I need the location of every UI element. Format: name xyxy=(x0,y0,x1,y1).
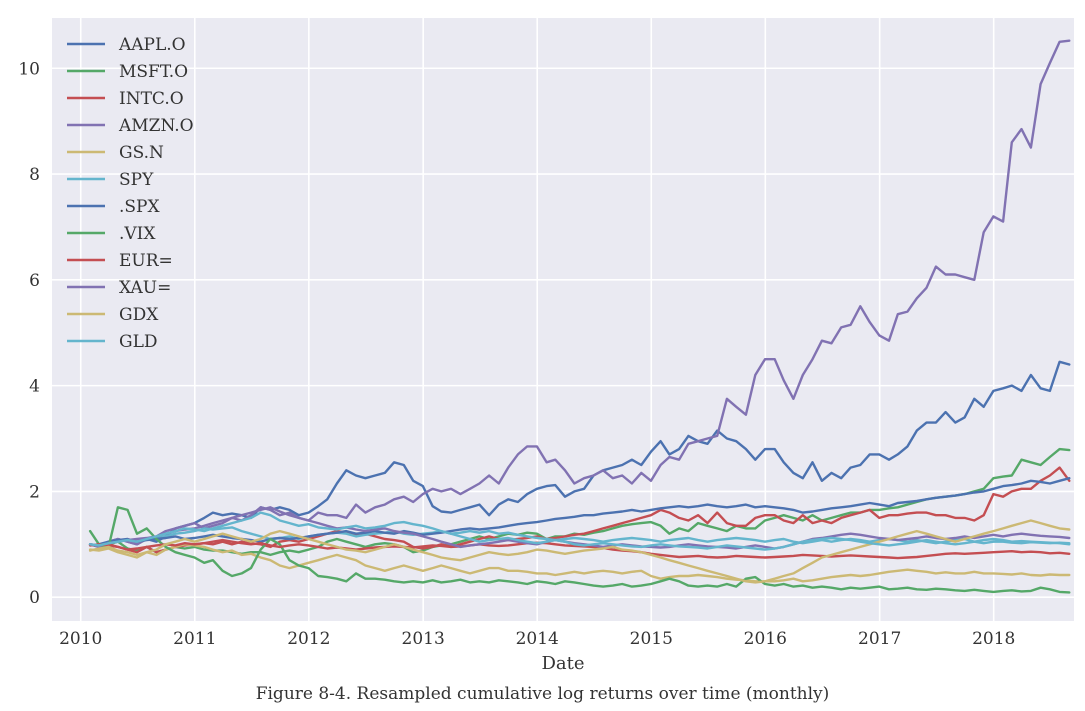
series-lines xyxy=(88,39,1071,594)
x-axis-label: Date xyxy=(541,653,584,674)
legend-label: GLD xyxy=(119,332,158,352)
x-tick-label: 2012 xyxy=(287,629,330,649)
legend-label: GDX xyxy=(119,305,159,325)
series-line-gdx xyxy=(88,519,1071,584)
figure-caption: Figure 8-4. Resampled cumulative log ret… xyxy=(255,684,830,704)
series-line-amzno xyxy=(88,39,1071,549)
axis-tick-labels: 0 2 4 6 8 10 2010 2011 2012 2013 2014 2015 2016 2017 2… xyxy=(18,59,1015,649)
grid-lines xyxy=(52,18,1074,621)
legend-label: INTC.O xyxy=(119,89,184,109)
y-tick-label: 4 xyxy=(29,377,40,397)
series-line-gld xyxy=(88,511,1071,551)
legend-label: .SPX xyxy=(119,197,160,217)
y-tick-label: 6 xyxy=(29,271,40,291)
legend-label: .VIX xyxy=(119,224,156,244)
y-tick-label: 0 xyxy=(29,588,40,608)
x-tick-label: 2011 xyxy=(173,629,216,649)
y-tick-label: 10 xyxy=(18,59,40,79)
y-tick-label: 8 xyxy=(29,165,40,185)
legend: AAPL.O MSFT.O INTC.O AMZN.O GS.N SPY .SPX .VIX E… xyxy=(67,35,194,352)
x-tick-label: 2013 xyxy=(402,629,445,649)
series-line-vix xyxy=(88,506,1071,594)
legend-label: AMZN.O xyxy=(118,116,194,136)
x-tick-label: 2018 xyxy=(972,629,1015,649)
x-tick-label: 2017 xyxy=(858,629,901,649)
series-line-gsn xyxy=(88,543,1071,583)
legend-label: SPY xyxy=(119,170,154,190)
legend-label: MSFT.O xyxy=(119,62,188,82)
x-tick-label: 2014 xyxy=(516,629,559,649)
x-tick-label: 2015 xyxy=(630,629,673,649)
legend-label: XAU= xyxy=(119,278,171,298)
legend-label: AAPL.O xyxy=(118,35,186,55)
x-tick-label: 2016 xyxy=(744,629,787,649)
legend-label: EUR= xyxy=(119,251,173,271)
legend-label: GS.N xyxy=(119,143,164,163)
series-line-eur xyxy=(88,538,1071,560)
x-tick-label: 2010 xyxy=(59,629,102,649)
series-line-spy xyxy=(88,526,1071,547)
y-tick-label: 2 xyxy=(29,482,40,502)
